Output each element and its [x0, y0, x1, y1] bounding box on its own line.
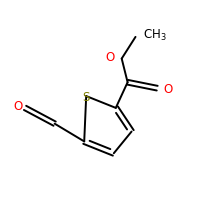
- Text: O: O: [14, 100, 23, 113]
- Text: S: S: [83, 91, 90, 104]
- Text: CH$_3$: CH$_3$: [143, 28, 167, 43]
- Text: O: O: [106, 51, 115, 64]
- Text: O: O: [163, 83, 172, 96]
